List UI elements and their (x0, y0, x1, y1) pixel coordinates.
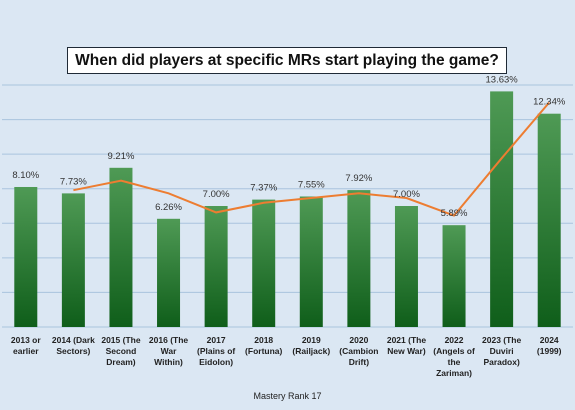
gridlines (2, 85, 573, 327)
x-tick-label: 2018 (Fortuna) (245, 335, 282, 356)
bar (62, 193, 85, 327)
bar (252, 200, 275, 327)
x-tick-label: 2015 (The Second Dream) (101, 335, 140, 367)
data-label: 7.55% (298, 179, 325, 190)
x-tick-label: 2024 (1999) (537, 335, 562, 356)
data-label: 13.63% (486, 74, 519, 85)
bar (109, 168, 132, 327)
data-label: 7.37% (250, 183, 277, 194)
bars (14, 91, 560, 327)
bar (443, 225, 466, 327)
x-tick-label: 2022 (Angels of the Zariman) (433, 335, 475, 378)
bar (157, 219, 180, 327)
data-label: 7.00% (393, 189, 420, 200)
data-label: 5.89% (441, 208, 468, 219)
x-tick-label: 2021 (The New War) (387, 335, 426, 356)
x-tick-label: 2020 (Cambion Drift) (339, 335, 378, 367)
data-label: 12.34% (533, 97, 566, 108)
bar (538, 114, 561, 327)
data-label: 7.73% (60, 176, 87, 187)
bar (300, 196, 323, 327)
x-tick-label: 2017 (Plains of Eidolon) (197, 335, 235, 367)
data-label: 6.26% (155, 202, 182, 213)
x-tick-label: 2014 (Dark Sectors) (52, 335, 95, 356)
x-tick-label: 2016 (The War Within) (149, 335, 188, 367)
bar (490, 91, 513, 327)
data-label: 7.00% (203, 189, 230, 200)
x-tick-label: 2023 (The Duviri Paradox) (482, 335, 521, 367)
data-label: 9.21% (107, 151, 134, 162)
bar (395, 206, 418, 327)
x-axis-label: Mastery Rank 17 (0, 391, 575, 401)
chart-title: When did players at specific MRs start p… (67, 47, 507, 74)
x-tick-label: 2019 (Railjack) (292, 335, 330, 356)
data-labels: 8.10% 7.73% 9.21% 6.26% 7.00% 7.37% 7.55% 7.92%… (12, 74, 566, 219)
bar (205, 206, 228, 327)
data-label: 8.10% (12, 170, 39, 181)
bar (347, 190, 370, 327)
x-tick-labels: 2013 or earlier 2014 (Dark Sectors) 2015 (Th… (11, 335, 562, 378)
bar (14, 187, 37, 327)
data-label: 7.92% (345, 173, 372, 184)
x-tick-label: 2013 or earlier (11, 335, 41, 356)
